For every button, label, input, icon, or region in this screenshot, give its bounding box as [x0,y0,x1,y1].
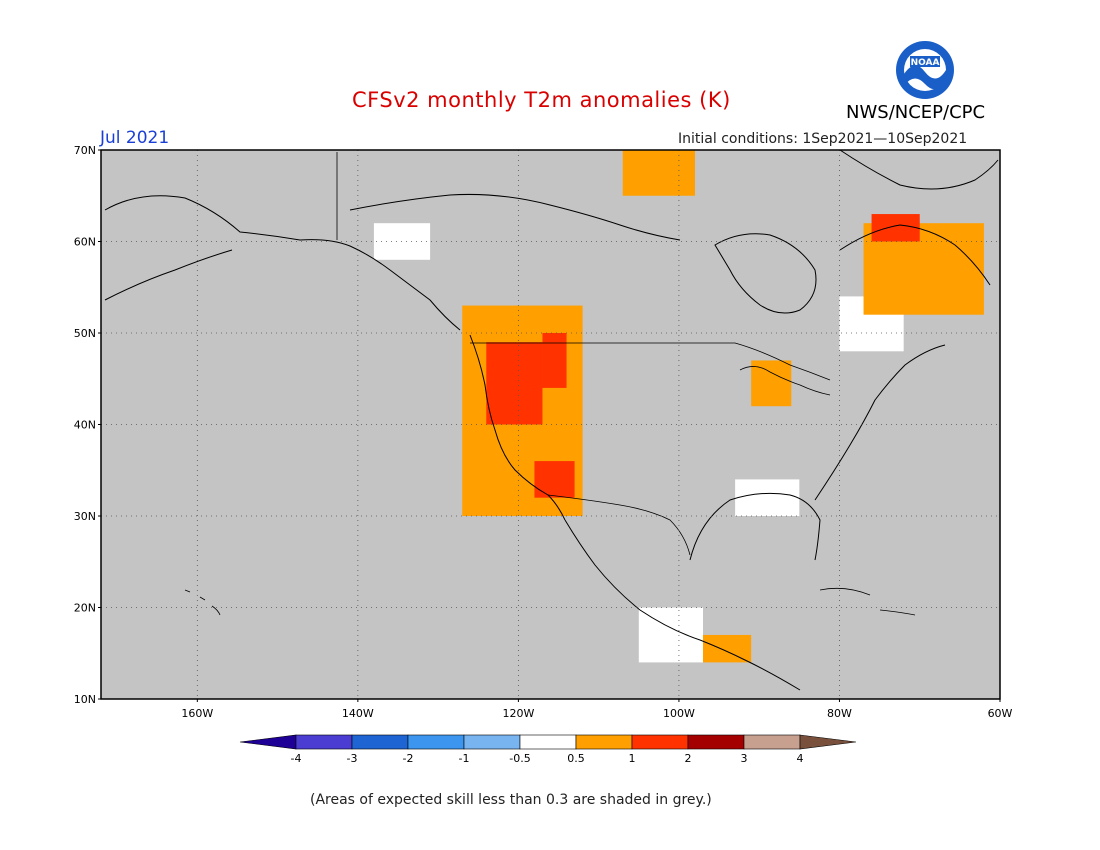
coastline-layer [104,149,999,691]
colorbar-high-arrow [799,734,857,750]
anomaly-patch [486,342,543,425]
coastline-hudson-bay [714,233,817,314]
lon-tick-label: 100W [663,707,695,720]
colorbar-tick-label: 3 [741,752,748,765]
colorbar-box [687,734,745,750]
anomaly-patch [703,634,752,663]
colorbar-tick-label: 1 [629,752,636,765]
map-area: 10N 20N 30N 40N 50N 60N 70N 160W 140W 120W 100W 80W… [74,144,1013,720]
colorbar-tick-label: -4 [291,752,302,765]
lat-tick-label: 30N [74,510,96,523]
anomaly-patch [622,150,695,196]
hawaii-islands [184,589,221,616]
neutral-patch [735,479,800,516]
colorbar-box [575,734,633,750]
colorbar-box [407,734,465,750]
coastline-labrador [839,224,991,286]
colorbar-tick-label: -3 [347,752,358,765]
lat-tick-label: 50N [74,327,96,340]
border-us-mexico [547,494,691,556]
anomaly-layer [373,150,984,663]
colorbar-box [631,734,689,750]
anomaly-patch [871,214,920,242]
coastline-greenland [839,149,999,190]
colorbar: -4 -3 -2 -1 -0.5 0.5 1 2 3 4 [239,734,857,765]
lat-tick-label: 60N [74,236,96,249]
colorbar-box [351,734,409,750]
initial-conditions-label: Initial conditions: 1Sep2021—10Sep2021 [678,131,968,147]
forecast-month: Jul 2021 [100,128,170,148]
coastline-us-west [469,334,566,521]
anomaly-patch [751,360,792,407]
colorbar-tick-label: 2 [685,752,692,765]
colorbar-tick-label: -2 [403,752,414,765]
colorbar-box [463,734,521,750]
coastline-aleutians [104,249,233,301]
lat-tick-label: 20N [74,602,96,615]
agency-label: NWS/NCEP/CPC [846,102,986,123]
axis-labels: 10N 20N 30N 40N 50N 60N 70N 160W 140W 120W 100W 80W… [74,144,1013,720]
anomaly-patch [542,333,567,388]
map-title: CFSv2 monthly T2m anomalies (K) [352,88,731,112]
coastline-mexico [564,519,801,691]
coastline-us-east [814,344,946,501]
colorbar-tick-label: -1 [459,752,470,765]
colorbar-tick-label: -0.5 [509,752,530,765]
lon-tick-label: 160W [181,707,213,720]
coastline-gulf [689,492,821,561]
colorbar-tick-label: 4 [797,752,804,765]
coastline-arctic [349,193,681,241]
lon-tick-label: 120W [502,707,534,720]
lon-tick-label: 140W [342,707,374,720]
coastline-alaska [104,195,461,331]
colorbar-low-arrow [239,734,297,750]
lat-tick-label: 10N [74,693,96,706]
lat-tick-label: 40N [74,419,96,432]
noaa-logo-text: NOAA [911,58,940,68]
colorbar-tick-label: 0.5 [567,752,585,765]
great-lakes [739,366,831,396]
anomaly-patch [534,461,575,498]
lat-tick-label: 70N [74,144,96,157]
caribbean-islands [819,587,916,616]
colorbar-box [295,734,353,750]
border-us-canada [470,342,831,381]
lon-tick-label: 80W [827,707,852,720]
neutral-patch [373,223,431,260]
skill-footnote: (Areas of expected skill less than 0.3 a… [310,792,712,808]
noaa-logo: NOAA [896,41,954,99]
lon-tick-label: 60W [988,707,1013,720]
colorbar-box [743,734,801,750]
colorbar-box [519,734,577,750]
